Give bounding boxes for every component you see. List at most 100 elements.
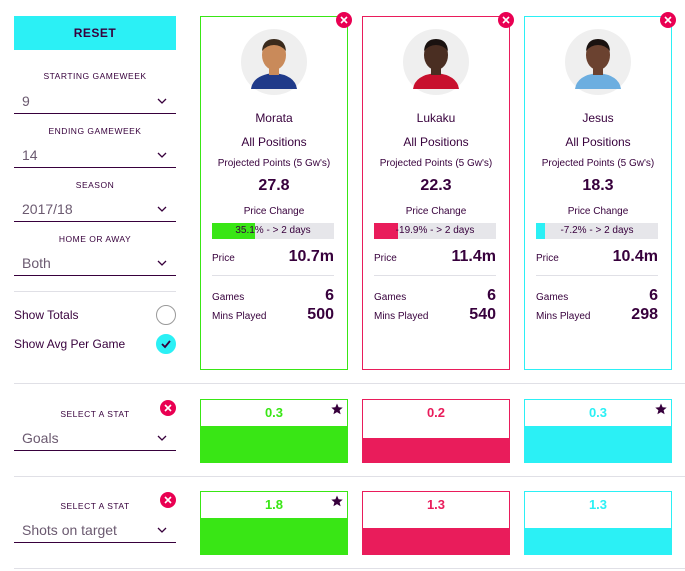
star-icon bbox=[655, 403, 667, 415]
close-icon bbox=[664, 16, 672, 24]
projected-points-value: 18.3 bbox=[582, 177, 614, 194]
section-divider bbox=[14, 383, 685, 384]
remove-player-button[interactable] bbox=[336, 12, 352, 28]
chevron-down-icon bbox=[157, 527, 167, 533]
player-card-morata: Morata All Positions Projected Points (5… bbox=[200, 16, 348, 370]
games-row: Games 6 bbox=[212, 287, 334, 305]
select-stat-label: SELECT A STAT bbox=[60, 501, 130, 511]
stat-select[interactable]: Goals bbox=[14, 425, 176, 451]
section-divider bbox=[14, 568, 685, 569]
player-card-lukaku: Lukaku All Positions Projected Points (5… bbox=[362, 16, 510, 370]
mins-row: Mins Played 500 bbox=[212, 306, 334, 324]
stat-fill bbox=[525, 528, 671, 554]
price-row: Price 10.4m bbox=[536, 248, 658, 266]
starting-gameweek-select[interactable]: 9 bbox=[14, 88, 176, 114]
games-value: 6 bbox=[649, 287, 658, 304]
player-card-jesus: Jesus All Positions Projected Points (5 … bbox=[524, 16, 672, 370]
show-avg-label: Show Avg Per Game bbox=[14, 337, 126, 351]
player-avatar bbox=[565, 29, 631, 95]
games-row: Games 6 bbox=[374, 287, 496, 305]
stat-select-value: Shots on target bbox=[22, 521, 117, 538]
stat-box-lukaku: 1.3 bbox=[362, 491, 510, 555]
games-value: 6 bbox=[487, 287, 496, 304]
chevron-down-icon bbox=[157, 260, 167, 266]
close-icon bbox=[340, 16, 348, 24]
mins-label: Mins Played bbox=[536, 311, 591, 322]
remove-player-button[interactable] bbox=[498, 12, 514, 28]
remove-stat-button[interactable] bbox=[160, 400, 176, 416]
games-row: Games 6 bbox=[536, 287, 658, 305]
price-change-bar: -19.9% - > 2 days bbox=[374, 223, 496, 239]
chevron-down-icon bbox=[157, 98, 167, 104]
reset-button[interactable]: RESET bbox=[14, 16, 176, 50]
price-change-fill bbox=[212, 223, 255, 239]
price-row: Price 11.4m bbox=[374, 248, 496, 266]
section-divider bbox=[14, 476, 685, 477]
price-change-bar: 35.1% - > 2 days bbox=[212, 223, 334, 239]
ending-gameweek-label: ENDING GAMEWEEK bbox=[48, 126, 142, 136]
star-icon bbox=[331, 495, 343, 507]
remove-player-button[interactable] bbox=[660, 12, 676, 28]
price-change-bar: -7.2% - > 2 days bbox=[536, 223, 658, 239]
stat-box-lukaku: 0.2 bbox=[362, 399, 510, 463]
stat-value: 1.3 bbox=[588, 497, 608, 512]
stat-box-jesus: 0.3 bbox=[524, 399, 672, 463]
stat-fill bbox=[525, 426, 671, 462]
price-row: Price 10.7m bbox=[212, 248, 334, 266]
stat-value: 0.3 bbox=[588, 405, 608, 420]
price-change-label: Price Change bbox=[567, 206, 629, 217]
card-divider bbox=[374, 275, 496, 276]
divider bbox=[14, 291, 176, 292]
stat-box-morata: 1.8 bbox=[200, 491, 348, 555]
mins-row: Mins Played 540 bbox=[374, 306, 496, 324]
player-avatar bbox=[241, 29, 307, 95]
home-or-away-label: HOME OR AWAY bbox=[58, 234, 132, 244]
stat-fill bbox=[201, 426, 347, 462]
show-totals-toggle[interactable]: Show Totals bbox=[14, 304, 176, 326]
card-divider bbox=[212, 275, 334, 276]
star-icon bbox=[331, 403, 343, 415]
player-position: All Positions bbox=[565, 135, 631, 149]
show-avg-radio[interactable] bbox=[156, 334, 176, 354]
chevron-down-icon bbox=[157, 435, 167, 441]
chevron-down-icon bbox=[157, 206, 167, 212]
show-totals-radio[interactable] bbox=[156, 305, 176, 325]
price-change-text: -19.9% - > 2 days bbox=[395, 225, 475, 236]
player-avatar bbox=[403, 29, 469, 95]
stat-box-morata: 0.3 bbox=[200, 399, 348, 463]
chevron-down-icon bbox=[157, 152, 167, 158]
close-icon bbox=[164, 404, 172, 412]
player-position: All Positions bbox=[403, 135, 469, 149]
ending-gameweek-value: 14 bbox=[22, 146, 38, 163]
ending-gameweek-select[interactable]: 14 bbox=[14, 142, 176, 168]
price-change-text: -7.2% - > 2 days bbox=[560, 225, 634, 236]
remove-stat-button[interactable] bbox=[160, 492, 176, 508]
price-change-fill bbox=[536, 223, 545, 239]
stat-value: 1.3 bbox=[426, 497, 446, 512]
stat-value: 0.2 bbox=[426, 405, 446, 420]
stat-select-value: Goals bbox=[22, 429, 59, 446]
starting-gameweek-value: 9 bbox=[22, 92, 30, 109]
player-name: Morata bbox=[255, 111, 293, 125]
games-value: 6 bbox=[325, 287, 334, 304]
games-label: Games bbox=[374, 292, 407, 303]
show-avg-toggle[interactable]: Show Avg Per Game bbox=[14, 333, 176, 355]
stat-select[interactable]: Shots on target bbox=[14, 517, 176, 543]
projected-points-value: 27.8 bbox=[258, 177, 290, 194]
card-divider bbox=[536, 275, 658, 276]
stat-box-jesus: 1.3 bbox=[524, 491, 672, 555]
stat-fill bbox=[363, 528, 509, 554]
price-change-fill bbox=[374, 223, 399, 239]
mins-value: 298 bbox=[631, 306, 658, 323]
close-icon bbox=[164, 496, 172, 504]
games-label: Games bbox=[212, 292, 245, 303]
mins-label: Mins Played bbox=[212, 311, 267, 322]
season-select[interactable]: 2017/18 bbox=[14, 196, 176, 222]
price-label: Price bbox=[536, 253, 559, 264]
price-value: 11.4m bbox=[451, 248, 496, 265]
home-or-away-select[interactable]: Both bbox=[14, 250, 176, 276]
season-value: 2017/18 bbox=[22, 200, 73, 217]
price-label: Price bbox=[212, 253, 235, 264]
projected-points-label: Projected Points (5 Gw's) bbox=[217, 158, 331, 169]
price-change-text: 35.1% - > 2 days bbox=[235, 225, 311, 236]
